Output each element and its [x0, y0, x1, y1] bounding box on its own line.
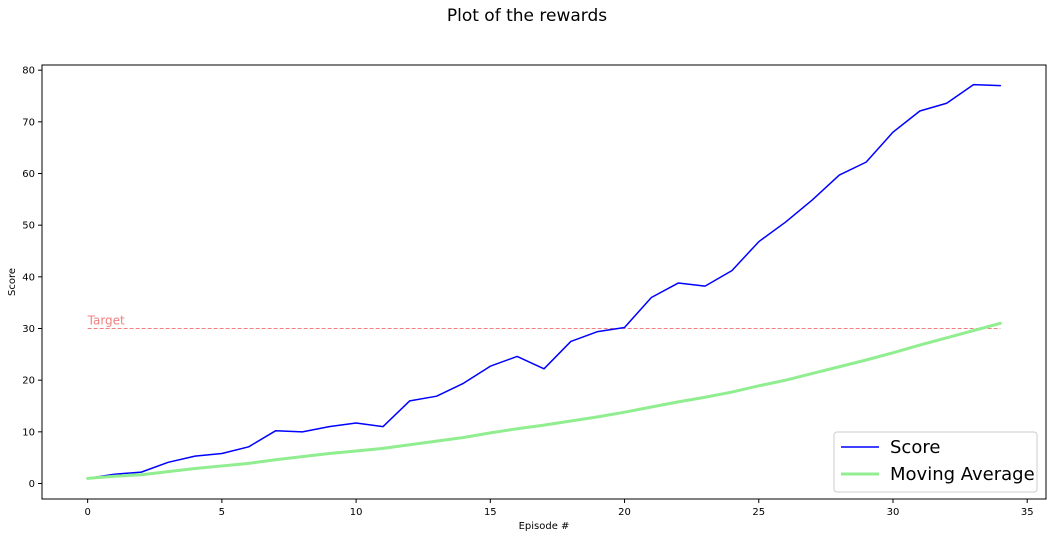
legend-label: Score [890, 437, 940, 458]
legend-box [833, 431, 1038, 493]
x-tick-label: 15 [484, 507, 497, 518]
y-tick-label: 80 [22, 66, 35, 77]
target-annotation: Target [87, 314, 1001, 329]
x-tick-label: 5 [219, 507, 225, 518]
x-tick-label: 30 [887, 507, 900, 518]
series-line-score [86, 83, 1002, 480]
y-tick-label: 20 [22, 376, 35, 387]
x-axis-label: Episode # [519, 521, 570, 532]
y-tick-label: 30 [22, 324, 35, 335]
y-axis-label: Score [7, 268, 18, 296]
y-tick-label: 60 [22, 169, 35, 180]
series-lines [86, 83, 1002, 480]
y-tick-label: 40 [22, 272, 35, 283]
plot-frame [41, 64, 1047, 500]
x-tick-label: 25 [752, 507, 765, 518]
x-tick-label: 0 [84, 507, 90, 518]
x-tick-label: 35 [1021, 507, 1034, 518]
series-line-moving-average [86, 321, 1002, 480]
x-axis: 0 5 10 15 20 25 30 35 [84, 499, 1034, 518]
legend-label: Moving Average [890, 464, 1035, 485]
legend: Score Moving Average [833, 431, 1038, 493]
target-label: Target [87, 314, 125, 328]
x-tick-label: 20 [618, 507, 631, 518]
chart-title: Plot of the rewards [447, 6, 607, 26]
x-tick-label: 10 [350, 507, 363, 518]
y-tick-label: 70 [22, 117, 35, 128]
y-tick-label: 50 [22, 221, 35, 232]
y-tick-label: 0 [29, 479, 35, 490]
plot-area [41, 64, 1047, 500]
y-axis: 0 10 20 30 40 50 60 70 80 [22, 66, 42, 490]
y-tick-label: 10 [22, 427, 35, 438]
